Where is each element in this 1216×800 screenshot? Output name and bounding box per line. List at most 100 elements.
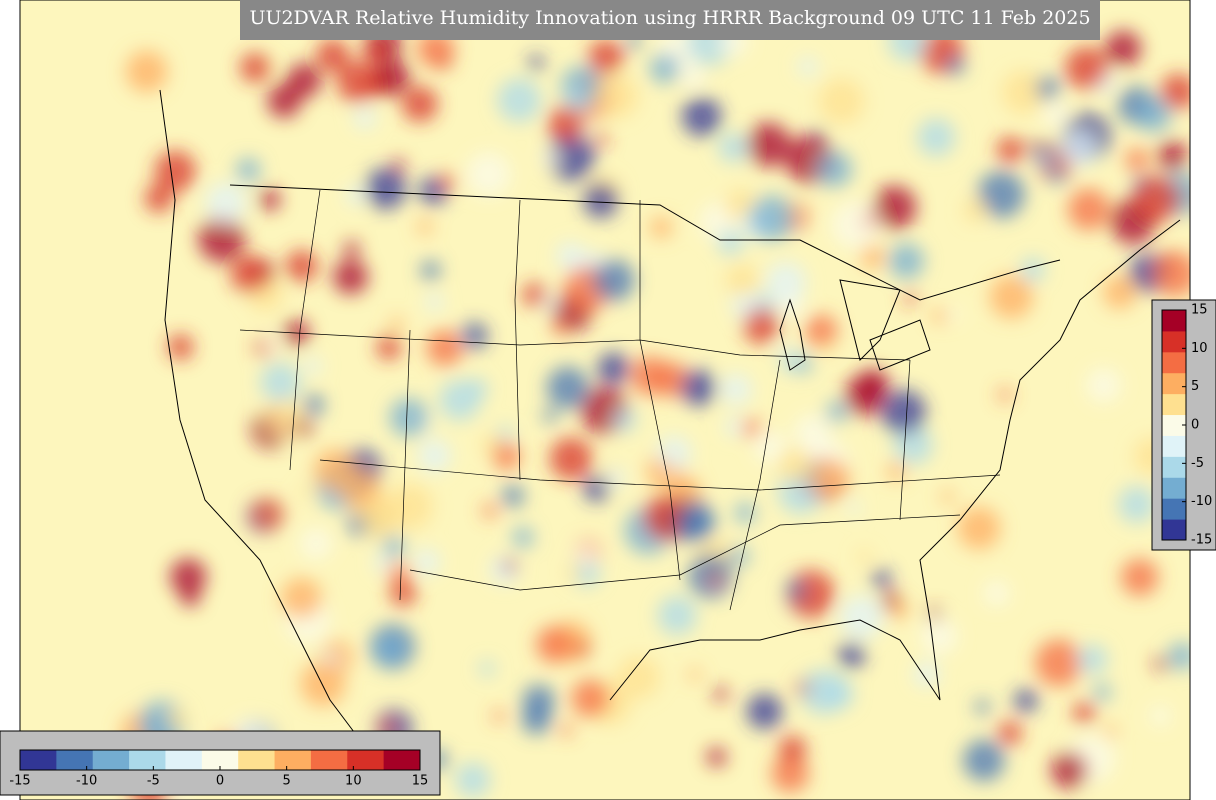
field-blob bbox=[363, 40, 387, 64]
colorbar-swatch bbox=[1162, 310, 1186, 332]
field-blob bbox=[376, 335, 402, 361]
field-blob bbox=[512, 526, 534, 548]
field-blob bbox=[236, 158, 261, 183]
field-blob bbox=[713, 687, 728, 702]
field-blob bbox=[1152, 251, 1190, 297]
field-blob bbox=[903, 292, 917, 305]
colorbar-swatch bbox=[20, 750, 57, 770]
field-blob bbox=[546, 366, 589, 409]
field-blob bbox=[425, 293, 444, 312]
field-blob bbox=[765, 261, 807, 303]
colorbar-tick-label: -15 bbox=[9, 774, 30, 789]
field-blob bbox=[497, 425, 513, 441]
field-blob bbox=[653, 361, 689, 398]
field-blob bbox=[240, 52, 271, 83]
field-blob bbox=[800, 669, 846, 715]
field-blob bbox=[946, 56, 965, 75]
field-blob bbox=[263, 336, 280, 353]
field-blob bbox=[417, 219, 433, 235]
field-blob bbox=[734, 502, 756, 524]
colorbar-swatch bbox=[1162, 498, 1186, 520]
colorbar-swatch bbox=[56, 750, 94, 770]
field-blob bbox=[1157, 140, 1188, 172]
field-blob bbox=[1150, 705, 1171, 727]
field-blob bbox=[977, 170, 1025, 219]
field-blob bbox=[205, 182, 247, 224]
field-blob bbox=[825, 401, 848, 423]
field-blob bbox=[818, 78, 865, 125]
field-blob bbox=[1103, 725, 1117, 739]
field-blob bbox=[571, 679, 610, 718]
colorbar-tick-label: -15 bbox=[1191, 533, 1212, 548]
field-blob bbox=[492, 710, 505, 723]
field-blob bbox=[413, 548, 440, 575]
field-blob bbox=[963, 739, 1005, 782]
field-blob bbox=[401, 86, 438, 123]
boundaries bbox=[159, 89, 1181, 791]
field-blob bbox=[724, 417, 744, 437]
field-blob bbox=[997, 721, 1022, 746]
field-blob bbox=[1105, 30, 1142, 67]
field-blob bbox=[746, 693, 783, 730]
colorbar-tick-label: -10 bbox=[76, 774, 97, 789]
colorbar-swatch bbox=[1162, 414, 1186, 436]
field-blob bbox=[860, 245, 885, 269]
field-blob bbox=[743, 307, 780, 345]
colorbar-tick-label: 15 bbox=[412, 774, 429, 789]
colorbar-swatch bbox=[1162, 477, 1186, 499]
colorbar-vertical: -15 -10 -5 0 5 10 15 bbox=[1161, 303, 1212, 548]
field-blob bbox=[300, 485, 313, 499]
field-blob bbox=[547, 132, 596, 181]
field-blob bbox=[1121, 558, 1159, 596]
colorbar-swatch bbox=[1162, 330, 1186, 353]
field-blob bbox=[886, 462, 906, 481]
field-blob bbox=[1042, 101, 1070, 128]
field-blob bbox=[1077, 644, 1108, 675]
field-blob bbox=[889, 600, 909, 620]
field-blob bbox=[547, 105, 585, 143]
field-blob bbox=[1103, 275, 1137, 309]
field-blob bbox=[810, 458, 850, 499]
field-blob bbox=[1048, 168, 1066, 185]
field-blob bbox=[169, 558, 207, 595]
field-blob bbox=[749, 195, 795, 241]
field-blob bbox=[1160, 73, 1190, 110]
field-blob bbox=[345, 185, 366, 206]
field-blob bbox=[753, 430, 787, 464]
field-blob bbox=[1001, 70, 1046, 115]
field-blob bbox=[597, 352, 630, 385]
colorbar-tick-label: -5 bbox=[147, 774, 160, 789]
colorbar-swatch bbox=[1162, 372, 1186, 395]
field-blob bbox=[917, 118, 956, 157]
field-blob bbox=[920, 618, 958, 655]
field-blob bbox=[389, 317, 404, 332]
field-blob bbox=[420, 260, 441, 281]
field-blob bbox=[1118, 485, 1156, 524]
field-blob bbox=[816, 151, 853, 188]
colorbar-swatch bbox=[383, 750, 421, 770]
field-blob bbox=[359, 497, 401, 539]
field-blob bbox=[650, 216, 673, 239]
colorbar-tick-label: 15 bbox=[1191, 303, 1208, 318]
field-blob bbox=[777, 448, 812, 483]
field-blob bbox=[125, 50, 168, 93]
field-blob bbox=[612, 408, 636, 432]
field-blob bbox=[1065, 46, 1109, 90]
field-blob bbox=[931, 308, 948, 324]
field-blob bbox=[389, 398, 429, 437]
field-blob bbox=[1133, 175, 1180, 223]
field-blob bbox=[316, 38, 350, 73]
field-blob bbox=[198, 215, 245, 263]
field-blob bbox=[839, 595, 884, 640]
colorbar-swatch bbox=[1162, 435, 1186, 457]
field-blob bbox=[466, 152, 511, 197]
field-blob bbox=[549, 437, 593, 481]
field-blob bbox=[230, 254, 269, 293]
field-blob bbox=[263, 398, 304, 438]
colorbar-swatch bbox=[1162, 456, 1186, 478]
field-blob bbox=[536, 626, 573, 664]
field-blob bbox=[1073, 701, 1095, 724]
field-blob bbox=[574, 542, 599, 567]
colorbar-tick-label: -10 bbox=[1191, 494, 1212, 509]
